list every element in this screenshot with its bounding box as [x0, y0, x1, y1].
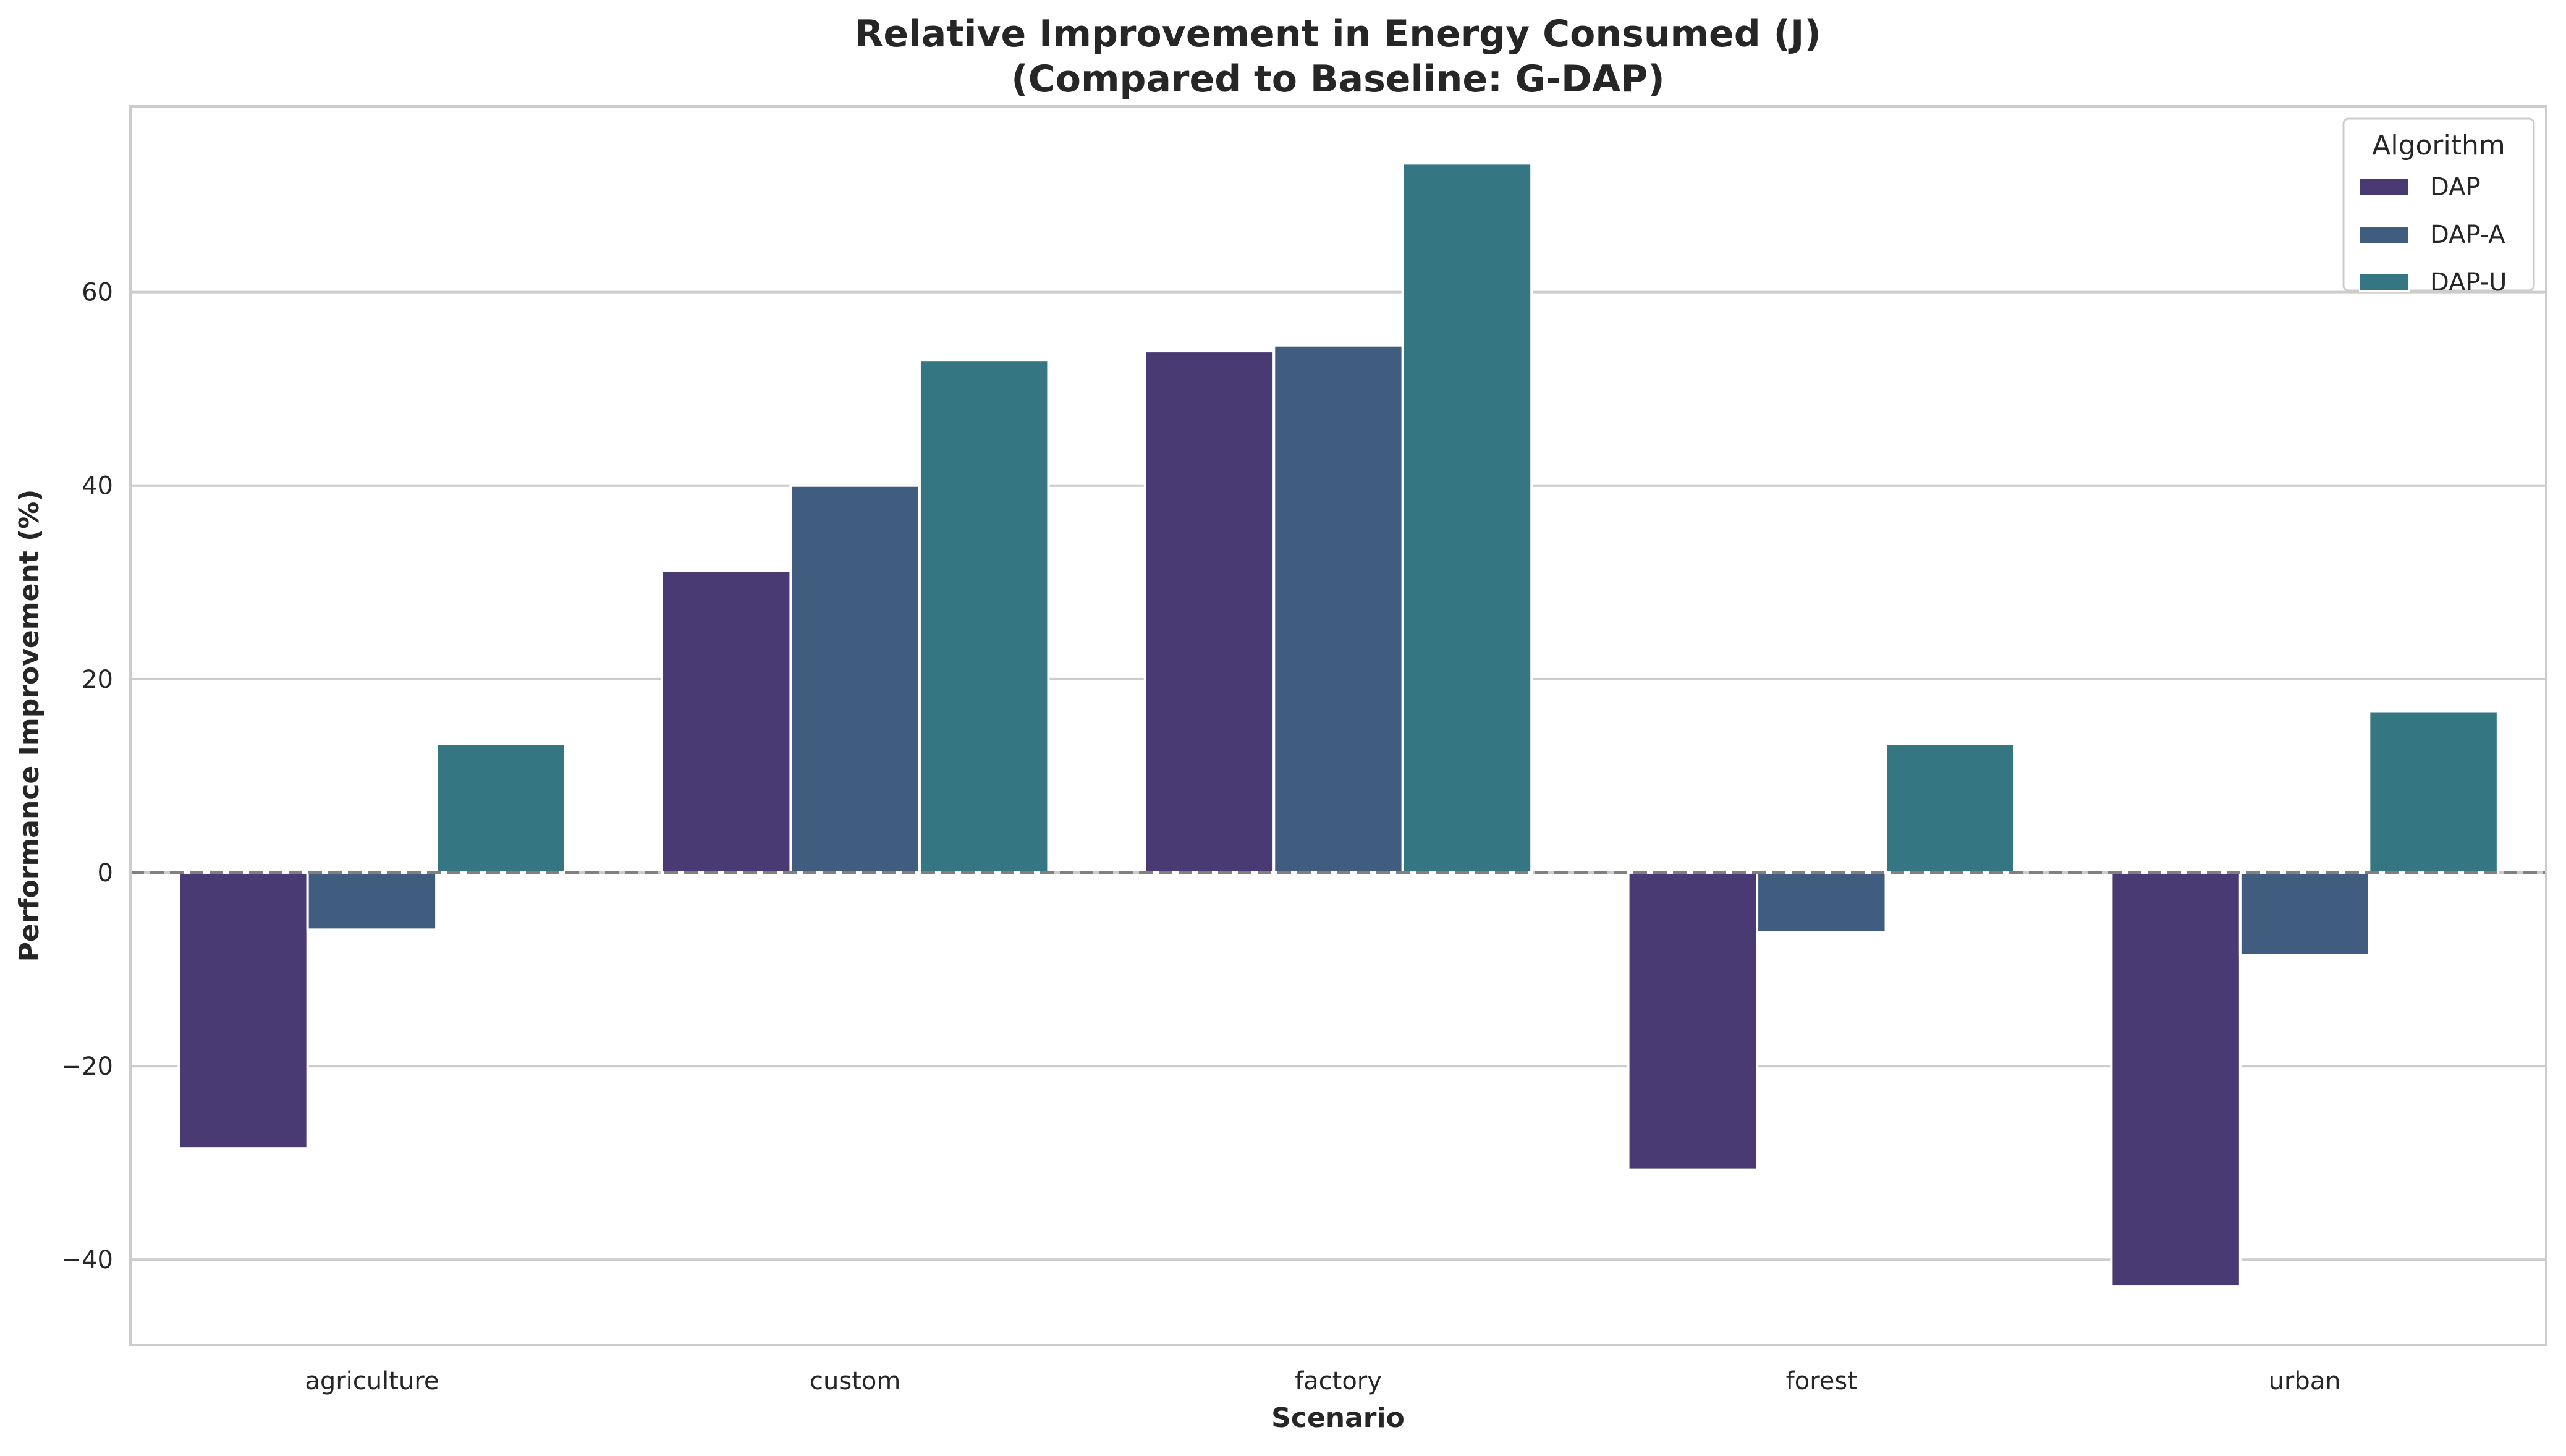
plot-area-frame — [129, 105, 2547, 1346]
legend-label-dap-a: DAP-A — [2430, 221, 2505, 249]
bar-dap-forest — [1627, 871, 1759, 1171]
x-tick-label: factory — [1295, 1367, 1382, 1395]
bar-dap-a-agriculture — [306, 871, 438, 931]
bar-dap-factory — [1143, 350, 1276, 874]
legend: Algorithm DAP DAP-A DAP-U — [2342, 117, 2535, 297]
legend-swatch-dap-u — [2359, 273, 2410, 292]
x-tick-label: custom — [810, 1367, 900, 1395]
y-axis-label: Performance Improvement (%) — [14, 489, 45, 962]
chart-subtitle: (Compared to Baseline: G-DAP) — [1011, 57, 1664, 101]
y-tick-label: 20 — [82, 666, 113, 694]
legend-label-dap-u: DAP-U — [2430, 268, 2507, 297]
bar-dap-u-agriculture — [435, 742, 567, 874]
y-tick-label: 40 — [82, 472, 113, 501]
bar-dap-u-urban — [2368, 709, 2499, 874]
bar-dap-a-urban — [2238, 871, 2371, 957]
y-tick-label: 0 — [98, 859, 113, 887]
legend-title: Algorithm — [2372, 130, 2505, 161]
bar-dap-a-forest — [1756, 871, 1887, 934]
bar-dap-agriculture — [177, 871, 309, 1150]
bar-dap-a-factory — [1272, 344, 1404, 874]
bar-dap-custom — [660, 569, 792, 874]
bar-dap-u-forest — [1884, 742, 2017, 874]
x-axis-ticks: agriculture custom factory forest urban — [305, 1367, 2340, 1395]
y-tick-label: −20 — [61, 1052, 113, 1081]
legend-swatch-dap-a — [2359, 226, 2410, 244]
bar-dap-urban — [2110, 871, 2242, 1289]
y-axis-ticks: −40 −20 0 20 40 60 — [61, 279, 113, 1275]
x-tick-label: agriculture — [305, 1367, 439, 1395]
y-tick-label: 60 — [82, 279, 113, 307]
x-tick-label: urban — [2269, 1367, 2341, 1395]
legend-items: DAP DAP-A DAP-U — [2359, 173, 2507, 297]
legend-swatch-dap — [2359, 178, 2410, 197]
bar-dap-a-custom — [789, 484, 921, 874]
chart-title: Relative Improvement in Energy Consumed … — [855, 12, 1821, 56]
legend-label-dap: DAP — [2430, 173, 2481, 201]
bar-dap-u-custom — [918, 358, 1050, 874]
x-axis-label: Scenario — [1271, 1402, 1405, 1434]
legend-frame — [2342, 117, 2535, 292]
bar-dap-u-factory — [1401, 162, 1533, 874]
y-tick-label: −40 — [61, 1246, 113, 1274]
bars — [177, 162, 2499, 1289]
x-tick-label: forest — [1786, 1367, 1857, 1395]
